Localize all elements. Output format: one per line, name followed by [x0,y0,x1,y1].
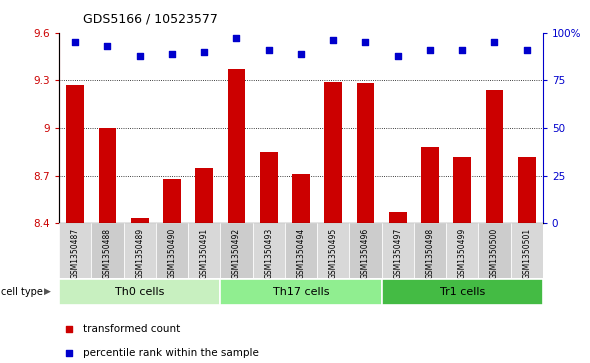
Text: GSM1350492: GSM1350492 [232,228,241,279]
Point [103,43,112,49]
Bar [285,223,317,278]
Text: Th0 cells: Th0 cells [115,287,165,297]
Bar [317,223,349,278]
Bar [228,69,245,223]
Text: GSM1350487: GSM1350487 [71,228,80,279]
Bar [188,223,220,278]
Point [490,39,499,45]
Bar [389,212,407,223]
Text: GSM1350500: GSM1350500 [490,228,499,279]
Bar [453,156,471,223]
Bar [292,174,310,223]
Text: percentile rank within the sample: percentile rank within the sample [83,348,259,358]
Bar [131,219,149,223]
Text: Th17 cells: Th17 cells [273,287,329,297]
Bar [382,223,414,278]
Bar [163,179,181,223]
Point [232,36,241,41]
Bar [66,85,84,223]
Bar [478,223,510,278]
Point [296,51,306,57]
Bar [59,279,220,305]
Bar [486,90,503,223]
Text: Tr1 cells: Tr1 cells [440,287,485,297]
Bar [349,223,382,278]
Bar [324,82,342,223]
Bar [253,223,285,278]
Text: cell type: cell type [1,287,42,297]
Point [457,47,467,53]
Text: GDS5166 / 10523577: GDS5166 / 10523577 [83,12,218,25]
Bar [518,156,536,223]
Text: GSM1350490: GSM1350490 [168,228,176,279]
Text: GSM1350497: GSM1350497 [393,228,402,279]
Text: GSM1350498: GSM1350498 [425,228,434,279]
Bar [123,223,156,278]
Bar [99,128,116,223]
Point [360,39,370,45]
Text: GSM1350501: GSM1350501 [522,228,531,279]
Bar [446,223,478,278]
Point [135,53,145,58]
Bar [260,152,277,223]
Bar [156,223,188,278]
Point [199,49,209,55]
Point [167,51,176,57]
Bar [421,147,439,223]
Bar [220,223,253,278]
Bar [510,223,543,278]
Text: GSM1350491: GSM1350491 [199,228,209,279]
Point [384,28,394,33]
Text: GSM1350496: GSM1350496 [361,228,370,279]
Text: GSM1350489: GSM1350489 [135,228,144,279]
Point [70,39,80,45]
Text: GSM1350494: GSM1350494 [296,228,306,279]
Bar [356,83,374,223]
Bar [220,279,382,305]
Bar [382,279,543,305]
Bar [59,223,91,278]
Text: GSM1350495: GSM1350495 [329,228,337,279]
Point [393,53,402,58]
Bar [91,223,123,278]
Text: GSM1350499: GSM1350499 [458,228,467,279]
Text: transformed count: transformed count [83,324,181,334]
Bar [414,223,446,278]
Text: GSM1350493: GSM1350493 [264,228,273,279]
Point [384,242,394,248]
Point [329,37,338,43]
Text: ▶: ▶ [44,287,51,296]
Point [425,47,435,53]
Point [264,47,273,53]
Point [522,47,532,53]
Bar [195,168,213,223]
Text: GSM1350488: GSM1350488 [103,228,112,278]
